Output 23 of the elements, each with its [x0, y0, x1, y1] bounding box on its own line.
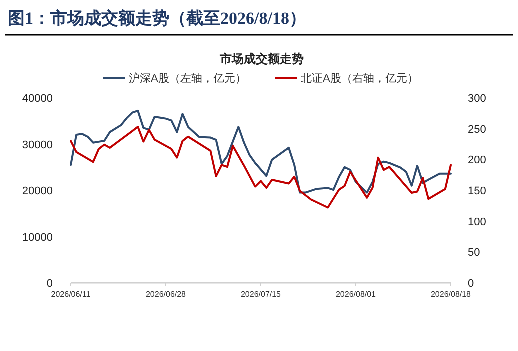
chart-subtitle: 市场成交额走势 [219, 52, 304, 66]
x-tick-label: 2026/07/15 [240, 290, 282, 299]
y2-tick-label: 300 [468, 93, 486, 105]
y2-tick-label: 0 [468, 278, 474, 290]
legend-label: 北证A股（右轴，亿元） [301, 72, 418, 85]
y2-tick-label: 200 [468, 154, 486, 167]
y2-tick-label: 150 [468, 186, 486, 198]
y-tick-label: 20000 [22, 186, 53, 198]
x-tick-label: 2026/08/01 [336, 290, 377, 299]
y2-tick-label: 100 [468, 216, 486, 228]
legend-label: 沪深A股（左轴，亿元） [129, 72, 246, 85]
line-series [70, 110, 452, 194]
y-tick-label: 10000 [22, 232, 53, 244]
y2-tick-label: 250 [468, 124, 486, 136]
x-tick-label: 2026/06/28 [146, 290, 187, 299]
line-series [70, 126, 452, 209]
y2-tick-label: 50 [468, 247, 480, 260]
chart-title: 图1：市场成交额走势（截至2026/8/18） [8, 9, 306, 28]
x-tick-label: 2026/08/18 [430, 290, 472, 299]
y-tick-label: 30000 [22, 139, 53, 152]
y-tick-label: 40000 [22, 93, 53, 105]
x-tick-label: 2026/06/11 [51, 290, 92, 299]
y-tick-label: 0 [46, 278, 53, 290]
